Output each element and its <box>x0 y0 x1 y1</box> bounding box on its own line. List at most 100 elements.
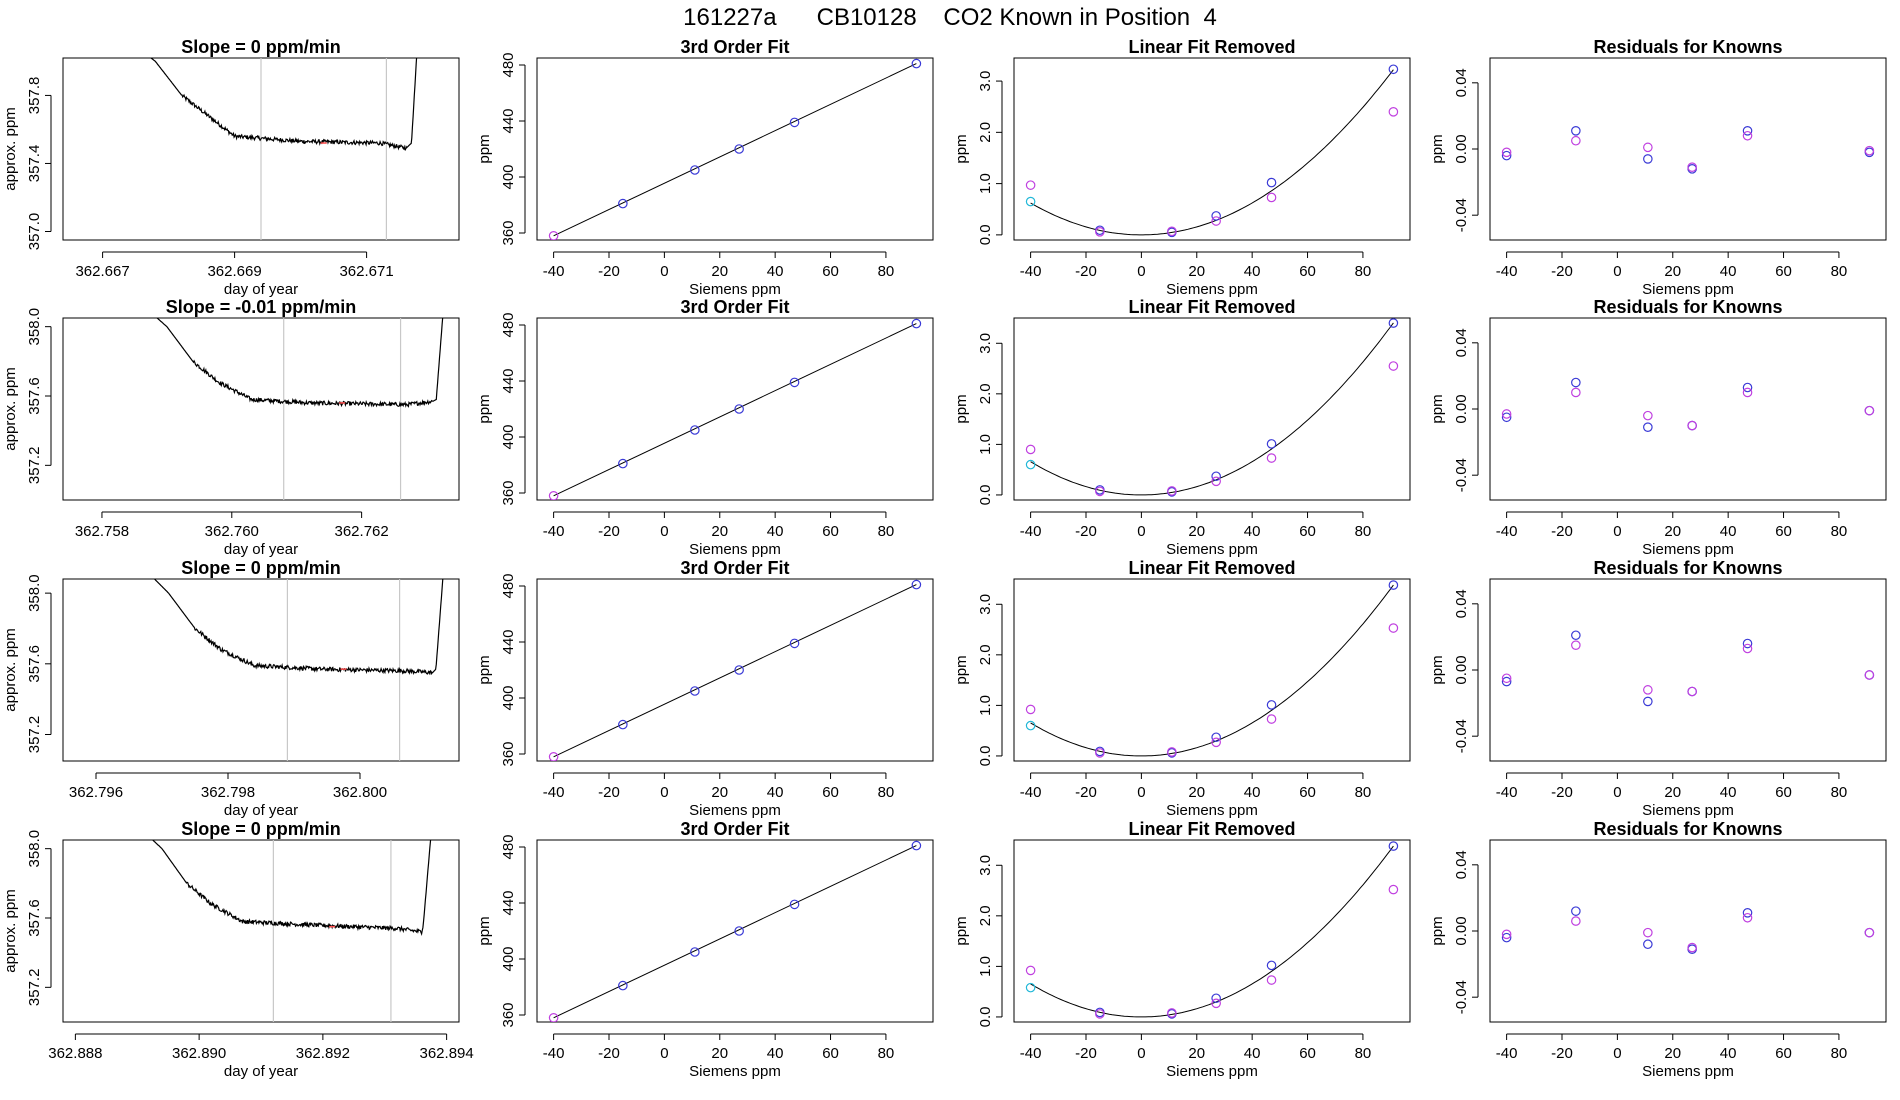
data-point <box>911 840 922 851</box>
panel-title: 3rd Order Fit <box>680 37 789 57</box>
x-tick-label: 0 <box>1137 523 1145 540</box>
concentration-trace <box>156 318 444 408</box>
data-point <box>1687 942 1697 953</box>
x-tick-label: -40 <box>543 1045 565 1062</box>
y-tick-label: 400 <box>500 164 517 189</box>
y-tick-label: -0.04 <box>1453 719 1470 753</box>
data-point <box>1643 154 1653 164</box>
data-point <box>1211 216 1221 226</box>
x-tick-label: 80 <box>878 263 895 280</box>
data-point <box>1211 993 1221 1004</box>
y-tick-label: 357.6 <box>26 377 43 415</box>
data-point <box>1167 226 1177 237</box>
data-point <box>618 198 628 209</box>
data-point <box>1388 361 1399 371</box>
x-tick-label: 0 <box>1613 784 1621 801</box>
concentration-trace <box>151 840 432 937</box>
x-axis-label: day of year <box>224 541 298 558</box>
data-point <box>1025 196 1036 207</box>
data-point <box>1687 162 1697 172</box>
fit-curve <box>1030 69 1394 236</box>
y-tick-label: 1.0 <box>977 695 994 716</box>
data-point <box>1643 422 1653 432</box>
plot-frame <box>536 578 934 762</box>
data-point <box>1388 64 1399 75</box>
y-tick-label: 0.00 <box>1453 134 1470 163</box>
x-tick-label: 20 <box>711 1045 728 1062</box>
x-tick-label: 20 <box>1664 523 1681 540</box>
data-point <box>734 404 744 414</box>
y-tick-label: 0.0 <box>977 485 994 506</box>
data-point <box>1571 135 1581 146</box>
panel-title: Linear Fit Removed <box>1128 819 1295 839</box>
data-point <box>1266 192 1277 203</box>
x-tick-label: 20 <box>711 263 728 280</box>
x-tick-label: 362.667 <box>75 263 129 280</box>
plot-area <box>548 58 922 240</box>
y-tick-label: 480 <box>500 834 517 859</box>
data-point <box>1864 927 1875 938</box>
y-tick-label: 360 <box>500 741 517 766</box>
panel-title: Linear Fit Removed <box>1128 297 1295 317</box>
data-point <box>618 719 628 730</box>
data-point <box>1025 704 1036 715</box>
x-tick-label: -40 <box>543 523 565 540</box>
x-tick-label: 60 <box>822 1045 839 1062</box>
panel-linear-fit-removed-row2: Linear Fit Removed -40 -20 0 20 40 60 80 Siemens… <box>953 297 1411 558</box>
data-point <box>1501 150 1512 161</box>
x-tick-label: -20 <box>1075 784 1097 801</box>
y-tick-label: 440 <box>500 890 517 915</box>
data-point <box>1501 409 1512 419</box>
x-tick-label: 0 <box>1137 1045 1145 1062</box>
data-point <box>1095 1009 1105 1019</box>
y-tick-label: 1.0 <box>977 173 994 194</box>
x-tick-label: -20 <box>598 523 620 540</box>
x-tick-label: -40 <box>1020 1045 1042 1062</box>
x-tick-label: 80 <box>878 784 895 801</box>
data-point <box>1742 130 1753 141</box>
data-point <box>1571 377 1581 388</box>
x-tick-label: 60 <box>822 523 839 540</box>
x-tick-label: 40 <box>767 1045 784 1062</box>
data-point <box>1388 107 1399 117</box>
y-tick-label: 480 <box>500 573 517 598</box>
data-point <box>1388 623 1399 633</box>
x-tick-label: 80 <box>1831 784 1848 801</box>
data-point <box>1388 841 1399 851</box>
x-tick-label: -40 <box>1496 784 1518 801</box>
plot-frame <box>62 317 460 501</box>
fit-curve <box>1030 845 1394 1018</box>
panel-title: Residuals for Knowns <box>1593 819 1782 839</box>
data-point <box>1211 471 1221 482</box>
y-tick-label: 360 <box>500 1002 517 1027</box>
y-tick-label: 3.0 <box>977 855 994 876</box>
plot-frame <box>1013 57 1411 241</box>
fit-curve <box>1030 584 1394 757</box>
x-tick-label: 0 <box>1613 1045 1621 1062</box>
y-tick-label: 440 <box>500 629 517 654</box>
x-tick-label: 40 <box>1244 1045 1261 1062</box>
concentration-trace <box>149 58 418 151</box>
y-tick-label: -0.04 <box>1453 980 1470 1014</box>
x-tick-label: 60 <box>1299 523 1316 540</box>
data-point <box>1211 211 1221 221</box>
x-tick-label: 40 <box>1720 523 1737 540</box>
data-point <box>1167 486 1177 496</box>
y-tick-label: 0.00 <box>1453 916 1470 945</box>
panel-linear-fit-removed-row4: Linear Fit Removed -40 -20 0 20 40 60 80 Siemens… <box>953 819 1411 1080</box>
x-tick-label: -40 <box>1020 523 1042 540</box>
data-point <box>911 579 922 590</box>
panel-residuals-row3: Residuals for Knowns -40 -20 0 20 40 60 80 Sieme… <box>1429 558 1887 819</box>
plot-area <box>1025 318 1399 497</box>
x-tick-label: 20 <box>1664 263 1681 280</box>
plot-frame <box>1013 839 1411 1023</box>
data-point <box>1687 420 1697 431</box>
data-point <box>1266 975 1277 985</box>
data-point <box>1742 912 1753 923</box>
plot-area <box>156 318 444 500</box>
data-point <box>1742 907 1753 918</box>
x-tick-label: 40 <box>1720 263 1737 280</box>
data-point <box>1266 439 1277 449</box>
y-tick-label: 0.04 <box>1453 850 1470 879</box>
x-tick-label: 0 <box>660 523 668 540</box>
